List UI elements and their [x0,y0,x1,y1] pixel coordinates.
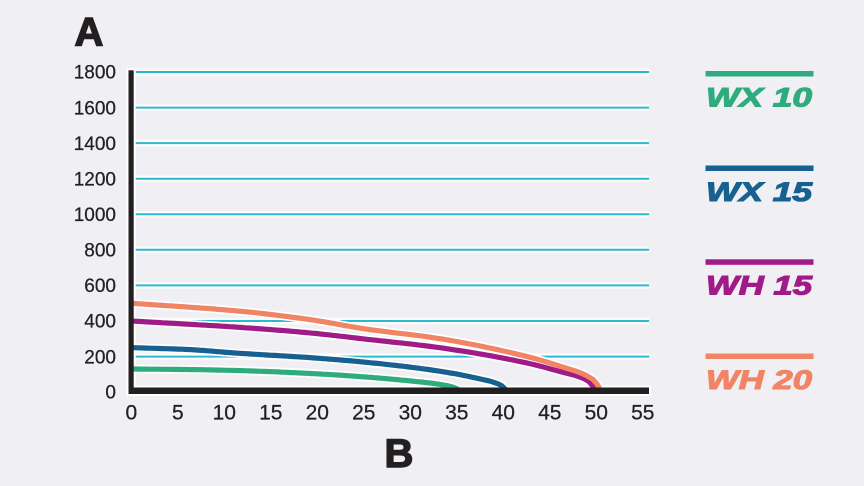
svg-text:WH 20: WH 20 [706,365,812,395]
svg-text:1800: 1800 [74,63,116,84]
svg-text:600: 600 [84,276,116,297]
svg-text:400: 400 [84,312,116,333]
svg-text:0: 0 [125,401,137,424]
svg-text:30: 30 [399,401,422,424]
svg-text:800: 800 [84,241,116,262]
svg-text:0: 0 [105,383,116,404]
svg-text:WX 15: WX 15 [706,177,814,207]
svg-text:35: 35 [445,401,468,424]
svg-text:1400: 1400 [74,134,116,155]
svg-text:20: 20 [306,401,329,424]
svg-text:45: 45 [538,401,561,424]
svg-text:55: 55 [631,401,654,424]
svg-text:40: 40 [492,401,515,424]
svg-text:25: 25 [352,401,375,424]
svg-text:15: 15 [259,401,282,424]
svg-text:A: A [75,11,104,55]
svg-text:WH 15: WH 15 [706,271,814,301]
svg-text:5: 5 [172,401,184,424]
svg-text:10: 10 [213,401,236,424]
svg-text:1200: 1200 [74,169,116,190]
svg-text:WX 10: WX 10 [706,82,812,112]
svg-text:B: B [385,432,414,476]
svg-text:1000: 1000 [74,205,116,226]
svg-text:1600: 1600 [74,98,116,119]
svg-text:200: 200 [84,347,116,368]
svg-text:50: 50 [585,401,608,424]
